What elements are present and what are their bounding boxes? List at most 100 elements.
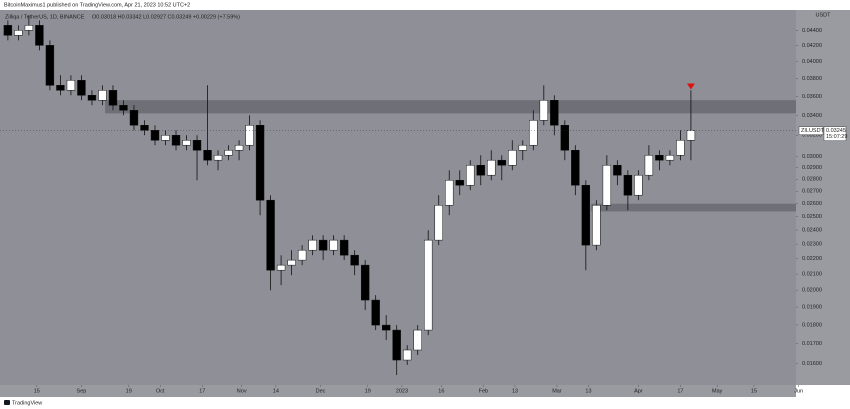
candle-body [3, 25, 13, 36]
candle-body [276, 264, 286, 271]
y-tick-label: 0.02500 [802, 214, 822, 220]
candle-body [571, 149, 580, 186]
y-tick-label: 0.02300 [802, 242, 822, 248]
tv-logo [4, 400, 10, 405]
time-axis [0, 385, 796, 397]
candle-body [550, 99, 559, 126]
y-tick-label: 0.01800 [802, 322, 822, 328]
y-tick-label: 0.02000 [802, 288, 822, 294]
y-tick-label: 0.04000 [802, 59, 822, 65]
price-tag-box [823, 126, 847, 141]
y-tick-label: 0.01600 [802, 361, 822, 367]
candle-body [560, 124, 570, 151]
y-tick-label: 0.04400 [802, 28, 822, 34]
candle-body [329, 239, 338, 251]
candle-body [360, 264, 370, 301]
candle-body [308, 239, 317, 251]
x-tick-label: Oct [156, 388, 165, 394]
candle-body [129, 110, 139, 126]
x-tick-label: 2023 [396, 388, 408, 394]
symbol-title: Zilliqa / TetherUS, 1D, BINANCE [5, 14, 85, 20]
candle-body [434, 204, 443, 241]
candle-body [266, 199, 275, 271]
x-tick-label: Dec [316, 388, 326, 394]
legend-values: O0.03018 H0.03342 L0.02927 C0.03249 +0.0… [92, 14, 240, 20]
symbol-tag [798, 126, 824, 135]
x-tick-label: 19 [365, 388, 371, 394]
candle-body [14, 30, 23, 36]
candle-body [150, 130, 160, 141]
candle-body [77, 80, 86, 96]
candle-body [529, 120, 538, 146]
price-tag-value: 0.03245 [826, 128, 846, 134]
y-tick-label: 0.02400 [802, 228, 822, 234]
candle-body [66, 80, 76, 91]
candle-body [518, 144, 527, 151]
candle-body [487, 159, 496, 176]
candle-body [476, 164, 485, 176]
candle-body [644, 154, 654, 176]
candle-body [24, 25, 34, 31]
candle-body [234, 144, 244, 151]
x-tick-label: 17 [677, 388, 683, 394]
x-tick-label: 14 [273, 388, 279, 394]
plot-background [0, 10, 796, 385]
candle-body [192, 140, 202, 151]
x-tick-label: Jun [794, 388, 803, 394]
candle-body [592, 204, 601, 246]
y-tick-label: 0.02200 [802, 256, 822, 262]
candle-body [45, 45, 55, 86]
y-tick-label: 0.02900 [802, 165, 822, 171]
candle-body [602, 164, 612, 206]
candle-body [350, 254, 359, 266]
candle-body [339, 239, 349, 256]
candle-body [182, 140, 191, 146]
candle-body [581, 184, 591, 246]
footer: TradingView [12, 400, 42, 406]
candle-body [466, 164, 475, 186]
zone [105, 100, 796, 114]
candle-body [392, 329, 401, 361]
y-tick-label: 0.04200 [802, 43, 822, 49]
candle-body [87, 95, 97, 101]
x-tick-label: 13 [585, 388, 591, 394]
candle-body [297, 249, 307, 261]
candle-body [424, 239, 433, 331]
candle-body [203, 149, 212, 161]
candle-body [539, 99, 548, 121]
y-tick-label: 0.01900 [802, 305, 822, 311]
plot [3, 15, 796, 376]
candle-body [287, 259, 296, 266]
y-tick-label: 0.02600 [802, 201, 822, 207]
candle-body [686, 130, 696, 141]
candle-body [245, 124, 254, 146]
candle-body [224, 149, 233, 156]
x-tick-label: 17 [199, 388, 205, 394]
y-tick-label: 0.03200 [802, 133, 822, 139]
zone [591, 203, 796, 212]
axis-unit: USDT [816, 12, 832, 18]
candle-body [665, 154, 675, 161]
candle-body [445, 179, 454, 206]
y-tick-label: 0.03400 [802, 113, 822, 119]
x-tick-label: Nov [237, 388, 247, 394]
x-tick-label: May [712, 388, 723, 394]
x-tick-label: 15 [34, 388, 40, 394]
x-tick-label: Feb [479, 388, 488, 394]
candle-body [655, 154, 664, 161]
candle-body [213, 154, 223, 161]
candle-body [140, 124, 149, 131]
candle-body [613, 164, 622, 176]
x-tick-label: Apr [634, 388, 643, 394]
y-tick-label: 0.03600 [802, 94, 822, 100]
candle-body [497, 159, 506, 166]
candle-body [413, 329, 422, 351]
marker-arrow [686, 83, 695, 90]
x-tick-label: Sep [77, 388, 87, 394]
y-tick-label: 0.02700 [802, 189, 822, 195]
header: BitcoinMaximus1 published on TradingView… [4, 2, 190, 8]
candle-body [255, 124, 265, 201]
x-tick-label: Mar [552, 388, 562, 394]
price-tag-countdown: 15:07:29 [826, 134, 847, 140]
